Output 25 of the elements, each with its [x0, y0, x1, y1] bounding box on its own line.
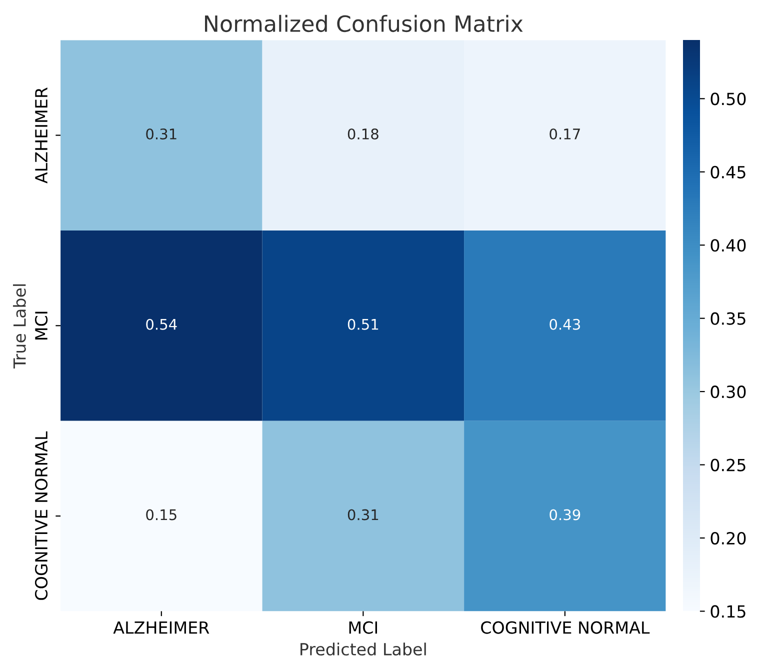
data-label: 0.54 — [146, 318, 177, 330]
data-label: 0.17 — [550, 128, 580, 140]
x-tick-label: MCI — [349, 621, 377, 634]
color-bar-label: 0.35 — [710, 312, 746, 325]
color-bar-label: 0.25 — [710, 458, 746, 472]
data-label: 0.51 — [348, 318, 378, 330]
data-label: 0.31 — [348, 509, 378, 520]
x-axis-title: Predicted Label — [300, 642, 426, 656]
chart-title: Normalized Confusion Matrix — [205, 14, 523, 32]
data-label: 0.15 — [146, 509, 176, 520]
x-tick-label: COGNITIVE NORMAL — [481, 621, 650, 634]
color-bar-label: 0.30 — [710, 386, 746, 398]
y-tick-label: MCI — [34, 312, 48, 340]
x-tick-label: ALZHEIMER — [113, 621, 210, 634]
color-bar-label: 0.45 — [710, 166, 746, 178]
color-bar-label: 0.50 — [710, 92, 746, 106]
color-bar-label: 0.20 — [710, 532, 746, 545]
color-bar-label: 0.15 — [710, 605, 746, 618]
data-label: 0.31 — [146, 128, 176, 140]
data-label: 0.18 — [348, 128, 378, 140]
data-label: 0.39 — [550, 509, 580, 520]
y-tick-label: ALZHEIMER — [35, 87, 48, 184]
data-label: 0.43 — [550, 318, 580, 330]
y-axis-title: True Label — [12, 284, 26, 369]
color-bar-label: 0.40 — [710, 239, 746, 252]
